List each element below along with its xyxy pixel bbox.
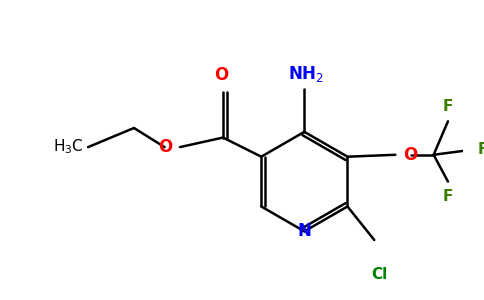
Text: NH$_2$: NH$_2$ bbox=[288, 64, 324, 84]
Text: F: F bbox=[443, 189, 453, 204]
Text: O: O bbox=[158, 138, 172, 156]
Text: N: N bbox=[298, 222, 311, 240]
Text: F: F bbox=[443, 99, 453, 114]
Text: O: O bbox=[214, 66, 228, 84]
Text: H$_3$C: H$_3$C bbox=[53, 138, 83, 157]
Text: Cl: Cl bbox=[371, 267, 387, 282]
Text: O: O bbox=[403, 146, 417, 164]
Text: F: F bbox=[478, 142, 484, 158]
